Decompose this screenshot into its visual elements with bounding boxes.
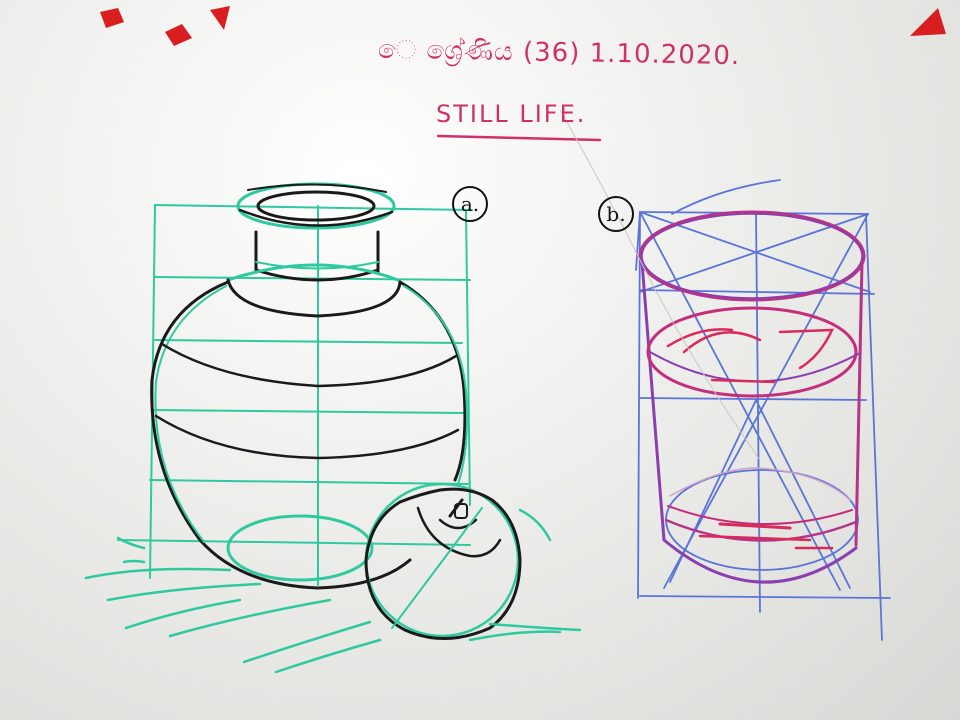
label-drawing-b: b. [598,196,634,232]
header-title: STILL LIFE. [436,100,587,128]
apple [364,482,522,640]
ground-strokes [84,508,582,674]
board-scratch [559,109,761,461]
glass [638,210,866,584]
magnet-4 [910,8,946,36]
pot-rim-inner [256,190,376,222]
pot-base [226,514,374,582]
pot [150,182,468,590]
magnets [100,6,946,46]
glass-top-rim [638,210,866,302]
magnet-3 [210,6,230,30]
drawing-b-construction-lines [635,179,891,641]
magnet-1 [100,8,124,28]
title-underline [436,134,602,142]
water-surface [646,306,858,398]
drawing-a-construction-lines [117,204,473,586]
light-glare [316,142,408,222]
magnet-2 [165,24,192,46]
label-drawing-a: a. [452,186,488,222]
header-date-line: ෙ ශ්‍රේණිය (36) 1.10.2020. [377,34,741,72]
